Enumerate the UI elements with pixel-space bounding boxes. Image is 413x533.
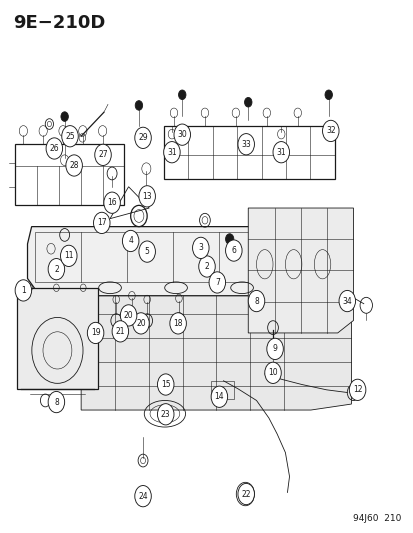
Text: 20: 20 [123, 311, 133, 320]
Text: 14: 14 [214, 392, 224, 401]
Circle shape [135, 127, 151, 149]
Text: 24: 24 [138, 491, 147, 500]
Text: 32: 32 [325, 126, 335, 135]
Polygon shape [81, 290, 351, 410]
Circle shape [48, 259, 64, 280]
Text: 2: 2 [204, 262, 209, 271]
Circle shape [87, 322, 104, 344]
Circle shape [139, 185, 155, 207]
Circle shape [157, 374, 173, 395]
Circle shape [324, 90, 332, 100]
Circle shape [163, 142, 180, 163]
Text: 3: 3 [198, 244, 203, 253]
Circle shape [112, 321, 128, 342]
Polygon shape [27, 227, 272, 296]
Text: 4: 4 [128, 237, 133, 246]
Circle shape [60, 245, 77, 266]
Circle shape [46, 138, 62, 159]
Circle shape [133, 313, 149, 334]
Circle shape [211, 386, 227, 407]
Text: 94J60  210: 94J60 210 [352, 514, 400, 523]
Circle shape [248, 290, 264, 312]
Text: 31: 31 [276, 148, 285, 157]
Text: 8: 8 [54, 398, 59, 407]
Circle shape [93, 212, 110, 233]
Circle shape [225, 240, 242, 261]
Text: 6: 6 [231, 246, 236, 255]
Text: 9E−210D: 9E−210D [13, 14, 105, 32]
Text: 30: 30 [177, 130, 187, 139]
Circle shape [209, 272, 225, 293]
Circle shape [192, 237, 209, 259]
Text: 8: 8 [254, 296, 258, 305]
Circle shape [198, 256, 215, 277]
Circle shape [95, 144, 111, 165]
Text: 11: 11 [64, 252, 74, 260]
Circle shape [135, 101, 142, 110]
Text: 17: 17 [97, 219, 106, 228]
Text: 7: 7 [214, 278, 219, 287]
Circle shape [120, 305, 137, 326]
Text: 34: 34 [342, 296, 351, 305]
Text: 1: 1 [21, 286, 26, 295]
Text: 12: 12 [352, 385, 361, 394]
Polygon shape [248, 208, 353, 333]
Text: 15: 15 [161, 380, 170, 389]
Circle shape [66, 155, 82, 176]
Polygon shape [17, 288, 97, 389]
Text: 10: 10 [268, 368, 277, 377]
Text: 23: 23 [161, 410, 170, 419]
Text: 29: 29 [138, 133, 147, 142]
Circle shape [272, 142, 289, 163]
Circle shape [266, 338, 282, 360]
Circle shape [169, 313, 186, 334]
Text: 2: 2 [54, 265, 59, 273]
Text: 31: 31 [167, 148, 176, 157]
Circle shape [349, 379, 365, 400]
Text: 28: 28 [69, 161, 79, 170]
Text: 22: 22 [241, 489, 250, 498]
Circle shape [237, 483, 254, 505]
Circle shape [322, 120, 338, 142]
Circle shape [178, 90, 185, 100]
Text: 5: 5 [145, 247, 149, 256]
Text: 19: 19 [90, 328, 100, 337]
Text: 26: 26 [50, 144, 59, 153]
Text: 27: 27 [98, 150, 107, 159]
Text: 21: 21 [115, 327, 125, 336]
Text: 33: 33 [241, 140, 250, 149]
Circle shape [139, 241, 155, 262]
Circle shape [122, 230, 139, 252]
Text: 20: 20 [136, 319, 145, 328]
Circle shape [15, 280, 31, 301]
Text: 25: 25 [65, 132, 75, 141]
Text: 9: 9 [272, 344, 277, 353]
Circle shape [104, 192, 120, 213]
Circle shape [173, 124, 190, 146]
Text: 13: 13 [142, 192, 152, 201]
Circle shape [237, 134, 254, 155]
Circle shape [48, 391, 64, 413]
Circle shape [264, 362, 280, 383]
Circle shape [62, 126, 78, 147]
Circle shape [61, 112, 68, 122]
Circle shape [225, 234, 233, 245]
Text: 16: 16 [107, 198, 116, 207]
Circle shape [135, 486, 151, 507]
Circle shape [244, 98, 252, 107]
Circle shape [157, 403, 173, 425]
Circle shape [338, 290, 355, 312]
Text: 18: 18 [173, 319, 183, 328]
